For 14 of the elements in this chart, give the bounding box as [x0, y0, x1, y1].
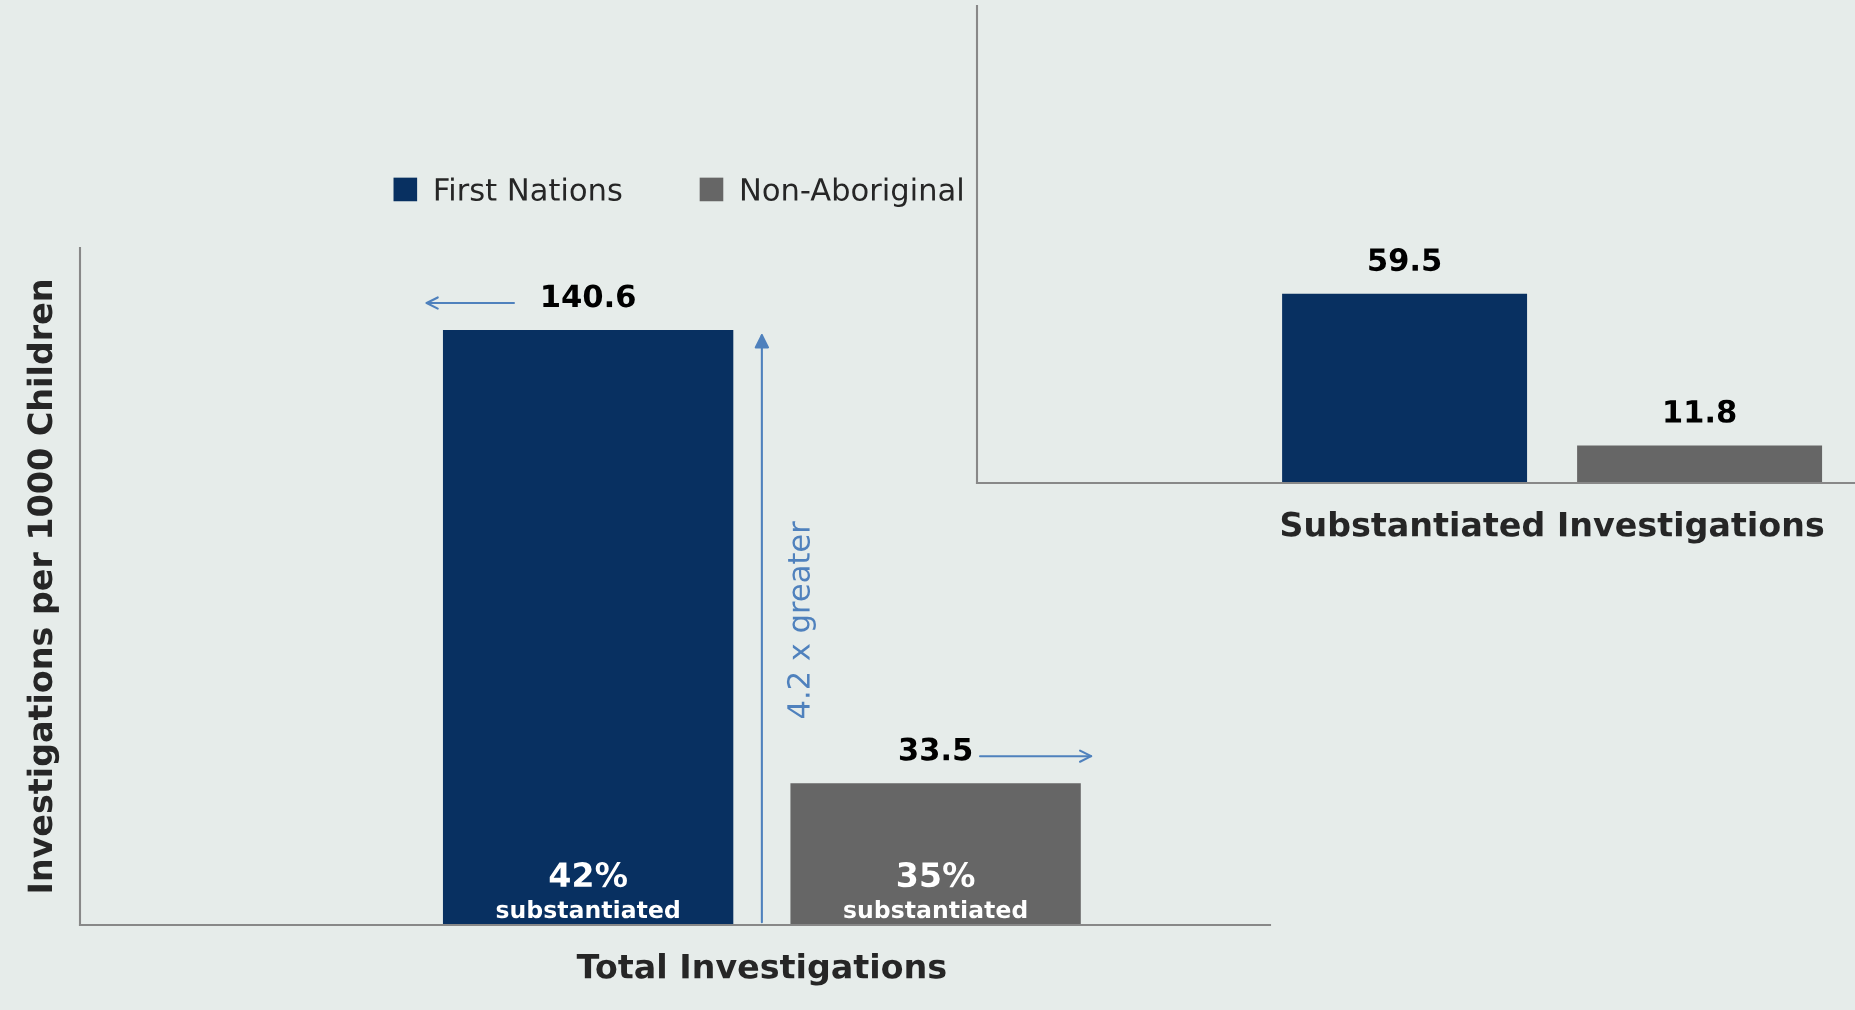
- x-axis-title: Substantiated Investigations: [1281, 511, 1824, 544]
- annotation: substantiated: [496, 900, 679, 919]
- annotation: 42%: [549, 862, 627, 888]
- data-label: 140.6: [543, 284, 635, 308]
- data-label: 59.5: [1369, 248, 1441, 272]
- y-axis-title: Investigations per 1000 Children: [26, 281, 60, 892]
- annotation: 35%: [897, 862, 975, 888]
- data-label: 33.5: [899, 737, 972, 761]
- data-label: 11.8: [1665, 399, 1736, 423]
- annotation: 4.2 x greater: [786, 521, 816, 718]
- legend-label: Non-Aboriginal: [741, 177, 962, 207]
- x-axis-title: Total Investigations: [576, 953, 946, 986]
- legend-label: First Nations: [435, 177, 622, 202]
- annotation: substantiated: [844, 900, 1027, 919]
